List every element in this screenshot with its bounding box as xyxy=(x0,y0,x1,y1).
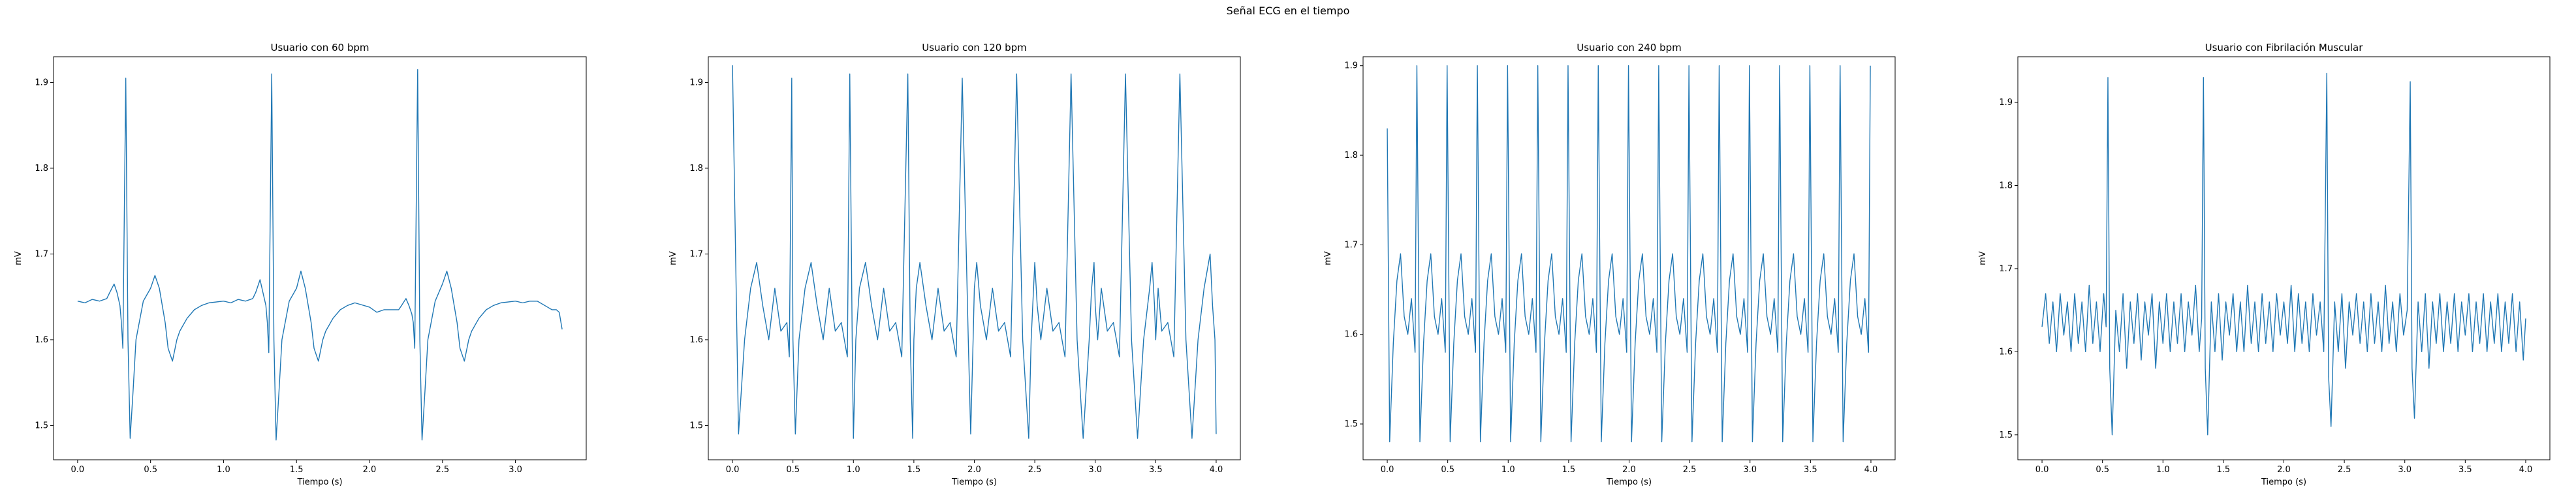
panel-title-1: Usuario con 60 bpm xyxy=(271,42,369,53)
plot-frame-1 xyxy=(53,56,587,460)
y-tick-label: 1.6 xyxy=(35,335,48,345)
x-tick-label: 3.0 xyxy=(509,465,522,475)
y-tick-label: 1.5 xyxy=(35,421,48,430)
ecg-series-line-3 xyxy=(1387,65,1871,443)
panel-title-4: Usuario con Fibrilación Muscular xyxy=(2205,42,2364,53)
x-tick-label: 4.0 xyxy=(2519,465,2533,475)
chart-panel-2: Usuario con 120 bpm 0.0 0.5 1.0 1.5 2.0 2.5 3.0… xyxy=(668,42,1241,487)
x-tick-label: 0.0 xyxy=(1381,465,1394,475)
x-tick-label: 0.5 xyxy=(144,465,157,475)
ecg-series-line-4 xyxy=(2041,72,2526,436)
x-tick-label: 0.5 xyxy=(786,465,800,475)
chart-panel-3: Usuario con 240 bpm 0.0 0.5 1.0 1.5 2.0 2.5 3.0… xyxy=(1323,42,1896,487)
y-tick-label: 1.8 xyxy=(1344,151,1358,160)
y-tick-label: 1.5 xyxy=(689,421,703,430)
x-tick-label: 0.0 xyxy=(2035,465,2049,475)
y-tick-label: 1.5 xyxy=(1999,430,2013,440)
y-tick-label: 1.9 xyxy=(689,78,703,87)
x-tick-label: 0.0 xyxy=(71,465,85,475)
panel-title-3: Usuario con 240 bpm xyxy=(1577,42,1682,53)
x-tick-label: 1.5 xyxy=(290,465,304,475)
x-tick-label: 1.5 xyxy=(2217,465,2231,475)
x-axis-label-3: Tiempo (s) xyxy=(1606,477,1652,487)
panel-title-2: Usuario con 120 bpm xyxy=(922,42,1027,53)
y-tick-label: 1.9 xyxy=(35,78,48,87)
x-tick-label: 4.0 xyxy=(1210,465,1223,475)
y-tick-label: 1.7 xyxy=(689,249,703,259)
plot-frame-4 xyxy=(2017,56,2551,460)
chart-panel-4: Usuario con Fibrilación Muscular 0.0 0.5 1.… xyxy=(1978,42,2551,487)
x-tick-label: 1.0 xyxy=(847,465,860,475)
y-tick-label: 1.9 xyxy=(1999,98,2013,108)
y-tick-label: 1.6 xyxy=(1999,347,2013,357)
x-tick-label: 2.0 xyxy=(363,465,377,475)
y-tick-label: 1.7 xyxy=(1344,240,1358,250)
y-tick-label: 1.8 xyxy=(35,164,48,173)
y-axis-label-4: mV xyxy=(1978,251,1988,265)
chart-panel-1: Usuario con 60 bpm 0.0 0.5 1.0 1.5 2.0 2.5 3.0 1… xyxy=(14,42,587,487)
x-tick-label: 3.0 xyxy=(1743,465,1757,475)
x-tick-label: 3.5 xyxy=(1149,465,1163,475)
y-tick-label: 1.9 xyxy=(1344,61,1358,71)
x-tick-label: 2.5 xyxy=(1028,465,1042,475)
x-tick-label: 1.5 xyxy=(907,465,921,475)
y-tick-label: 1.7 xyxy=(1999,264,2013,274)
y-tick-label: 1.5 xyxy=(1344,419,1358,429)
y-axis-label-3: mV xyxy=(1323,251,1333,265)
x-tick-label: 2.0 xyxy=(1622,465,1636,475)
x-axis-label-4: Tiempo (s) xyxy=(2261,477,2306,487)
x-tick-label: 3.5 xyxy=(1804,465,1817,475)
ecg-series-line-2 xyxy=(732,65,1217,439)
ecg-series-line-1 xyxy=(77,69,563,441)
x-tick-label: 4.0 xyxy=(1864,465,1878,475)
x-tick-label: 2.0 xyxy=(967,465,981,475)
x-tick-label: 1.0 xyxy=(1501,465,1515,475)
y-axis-label-1: mV xyxy=(14,251,24,265)
y-tick-label: 1.6 xyxy=(689,335,703,345)
x-tick-label: 0.0 xyxy=(726,465,740,475)
x-axis-label-1: Tiempo (s) xyxy=(296,477,342,487)
y-tick-label: 1.6 xyxy=(1344,330,1358,340)
plot-frame-2 xyxy=(708,56,1241,460)
x-axis-label-2: Tiempo (s) xyxy=(951,477,997,487)
x-tick-label: 2.5 xyxy=(435,465,449,475)
panels: Usuario con 60 bpm 0.0 0.5 1.0 1.5 2.0 2.5 3.0 1… xyxy=(14,42,2551,487)
x-tick-label: 1.5 xyxy=(1562,465,1576,475)
y-tick-label: 1.8 xyxy=(689,164,703,173)
x-tick-label: 0.5 xyxy=(1441,465,1454,475)
y-axis-label-2: mV xyxy=(668,251,678,265)
x-tick-label: 3.0 xyxy=(2398,465,2411,475)
x-tick-label: 1.0 xyxy=(217,465,230,475)
y-tick-label: 1.8 xyxy=(1999,181,2013,191)
x-tick-label: 2.5 xyxy=(1683,465,1697,475)
x-tick-label: 0.5 xyxy=(2096,465,2109,475)
x-tick-label: 2.5 xyxy=(2338,465,2351,475)
x-tick-label: 3.5 xyxy=(2458,465,2472,475)
x-tick-label: 1.0 xyxy=(2156,465,2170,475)
figure-suptitle: Señal ECG en el tiempo xyxy=(1227,5,1350,17)
y-tick-label: 1.7 xyxy=(35,249,48,259)
x-tick-label: 2.0 xyxy=(2277,465,2291,475)
x-tick-label: 3.0 xyxy=(1088,465,1102,475)
